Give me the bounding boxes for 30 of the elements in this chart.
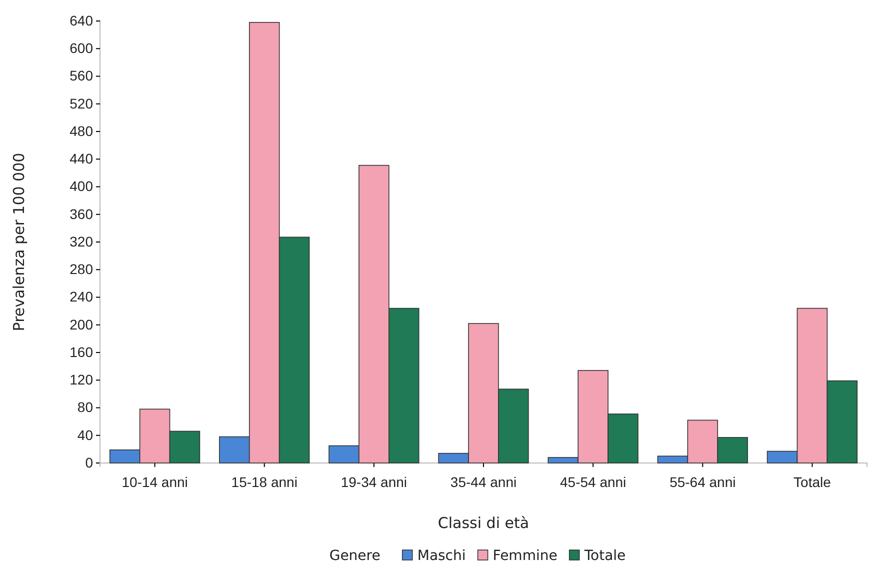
x-tick-label: 55-64 anni	[670, 474, 736, 490]
y-tick-label: 560	[70, 68, 94, 84]
y-tick-label: 440	[70, 150, 94, 167]
y-tick-label: 640	[70, 12, 94, 28]
y-tick-label: 120	[70, 372, 94, 388]
y-tick-label: 280	[70, 261, 94, 278]
legend-title: Genere	[329, 548, 380, 564]
y-tick-label: 240	[70, 288, 94, 305]
y-tick-label: 600	[70, 40, 94, 56]
legend-label: Totale	[583, 548, 626, 564]
y-tick-label: 40	[77, 426, 94, 443]
y-tick-label: 320	[70, 233, 94, 250]
y-tick-label: 0	[85, 454, 94, 470]
x-tick-label: Totale	[794, 474, 832, 490]
x-tick-label: 45-54 anni	[560, 474, 626, 490]
y-tick-label: 480	[70, 122, 94, 139]
y-tick-label: 360	[70, 206, 94, 222]
x-axis-title: Classi di età	[438, 514, 530, 532]
x-tick-label: 15-18 anni	[231, 474, 298, 490]
y-tick-label: 200	[70, 316, 94, 332]
y-tick-label: 160	[70, 344, 94, 360]
legend-label: Maschi	[417, 548, 466, 564]
x-tick-label: 19-34 anni	[340, 474, 408, 490]
y-tick-label: 400	[70, 178, 94, 194]
y-axis-title: Prevalenza per 100 000	[10, 152, 28, 332]
y-tick-label: 520	[70, 95, 94, 112]
x-tick-label: 35-44 anni	[450, 474, 517, 490]
legend-label: Femmine	[492, 548, 558, 564]
y-tick-label: 80	[77, 399, 94, 416]
x-tick-label: 10-14 anni	[122, 474, 188, 490]
